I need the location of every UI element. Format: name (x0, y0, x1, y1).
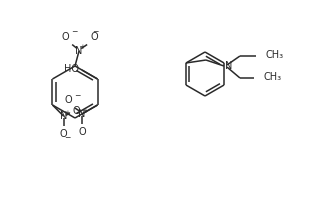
Text: −: − (74, 91, 80, 100)
Text: HO: HO (64, 64, 79, 74)
Text: O: O (78, 127, 86, 137)
Text: N: N (78, 109, 86, 119)
Text: −: − (65, 133, 71, 142)
Text: +: + (64, 110, 70, 116)
Text: +: + (80, 44, 85, 50)
Text: O: O (61, 32, 69, 42)
Text: O: O (90, 32, 98, 42)
Text: CH₃: CH₃ (264, 72, 282, 82)
Text: O: O (64, 95, 72, 105)
Text: O: O (73, 106, 80, 116)
Text: −: − (71, 27, 77, 37)
Text: +: + (83, 107, 88, 114)
Text: N: N (76, 45, 83, 56)
Text: N: N (225, 61, 232, 71)
Text: N: N (60, 111, 68, 121)
Text: −: − (92, 27, 98, 37)
Text: CH₃: CH₃ (266, 50, 284, 60)
Text: O: O (60, 129, 68, 139)
